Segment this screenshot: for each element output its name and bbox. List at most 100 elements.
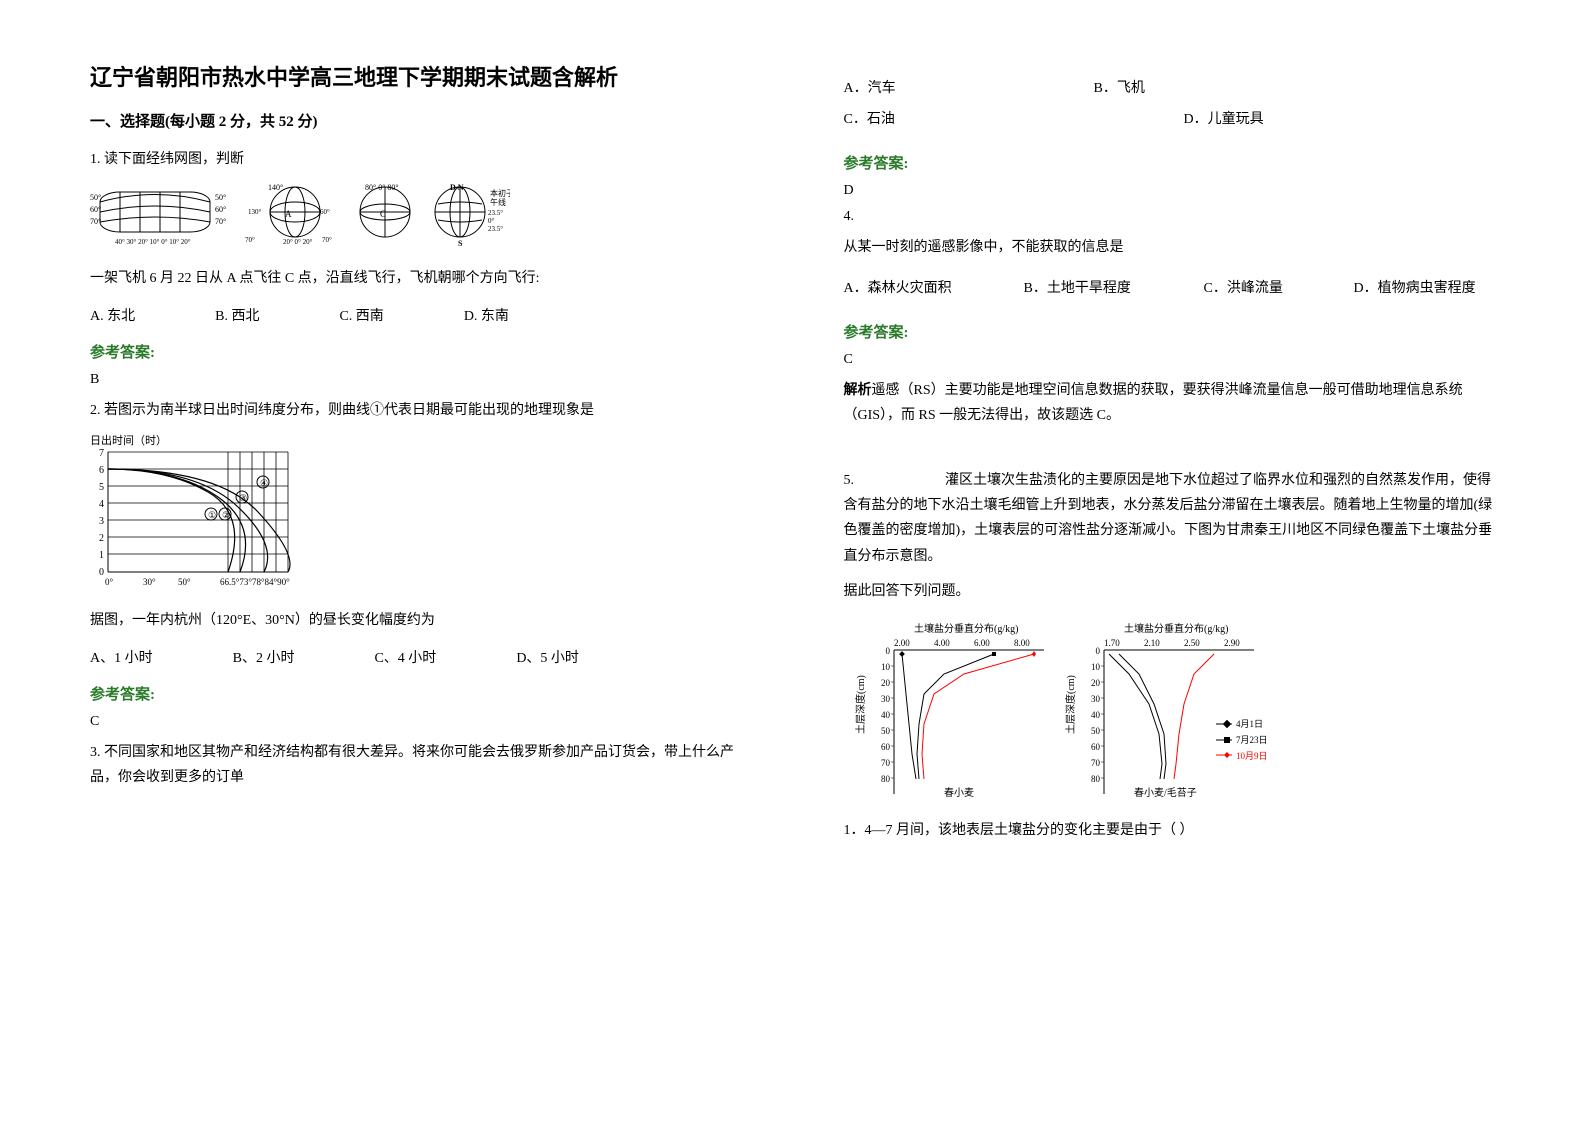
svg-text:60: 60 xyxy=(1091,742,1101,752)
q5-1: 1．4—7 月间，该地表层土壤盐分的变化主要是由于（ ） xyxy=(844,818,1498,843)
q5-num: 5. xyxy=(844,473,855,488)
q1-answer: B xyxy=(90,372,744,388)
svg-text:60: 60 xyxy=(881,742,891,752)
svg-text:60°: 60° xyxy=(90,205,101,214)
svg-text:130°: 130° xyxy=(248,208,262,216)
q2-prompt: 2. 若图示为南半球日出时间纬度分布，则曲线①代表日期最可能出现的地理现象是 xyxy=(90,398,744,423)
q3-prompt: 3. 不同国家和地区其物产和经济结构都有很大差异。将来你可能会去俄罗斯参加产品订… xyxy=(90,740,744,790)
svg-text:23.5°: 23.5° xyxy=(488,209,503,217)
q5-chart: 土壤盐分垂直分布(g/kg) 2.004.00 6.008.00 01020 3… xyxy=(844,614,1498,804)
svg-text:66.5°73°78°84°90°: 66.5°73°78°84°90° xyxy=(220,577,290,587)
svg-text:2.50: 2.50 xyxy=(1184,638,1200,648)
q2-optC: C、4 小时 xyxy=(374,647,436,667)
svg-text:50: 50 xyxy=(881,726,891,736)
svg-text:20: 20 xyxy=(1091,678,1101,688)
q4-analysis: 解析遥感（RS）主要功能是地理空间信息数据的获取，要获得洪峰流量信息一般可借助地… xyxy=(844,378,1498,428)
q3-answer-label: 参考答案: xyxy=(844,152,1498,173)
svg-text:6.00: 6.00 xyxy=(974,638,990,648)
svg-text:40: 40 xyxy=(1091,710,1101,720)
q3-optD: D．儿童玩具 xyxy=(1184,105,1384,136)
analysis-label: 解析 xyxy=(844,383,872,398)
svg-text:6: 6 xyxy=(99,465,104,476)
svg-text:②: ② xyxy=(222,510,230,520)
q2-answer: C xyxy=(90,714,744,730)
svg-text:2.10: 2.10 xyxy=(1144,638,1160,648)
svg-text:20° 0° 20°: 20° 0° 20° xyxy=(283,238,313,246)
svg-text:70°: 70° xyxy=(215,217,226,226)
q2-options: A、1 小时 B、2 小时 C、4 小时 D、5 小时 xyxy=(90,647,744,667)
svg-text:春小麦: 春小麦 xyxy=(944,787,974,799)
svg-text:土层深度(cm): 土层深度(cm) xyxy=(854,675,867,734)
q3-optB: B．飞机 xyxy=(1094,74,1264,105)
q1-answer-label: 参考答案: xyxy=(90,341,744,362)
q3-options: A．汽车 B．飞机 C．石油 D．儿童玩具 xyxy=(844,74,1498,136)
svg-text:40° 30° 20° 10° 0° 10° 20°: 40° 30° 20° 10° 0° 10° 20° xyxy=(115,238,191,246)
section-header: 一、选择题(每小题 2 分，共 52 分) xyxy=(90,110,744,131)
q5-intro-text: 灌区土壤次生盐渍化的主要原因是地下水位超过了临界水位和强烈的自然蒸发作用，使得含… xyxy=(844,473,1493,564)
svg-text:70°: 70° xyxy=(322,236,332,244)
right-column: A．汽车 B．飞机 C．石油 D．儿童玩具 参考答案: D 4. 从某一时刻的遥… xyxy=(844,60,1498,853)
svg-text:10月9日: 10月9日 xyxy=(1236,751,1268,761)
svg-text:30: 30 xyxy=(881,694,891,704)
svg-text:4月1日: 4月1日 xyxy=(1236,719,1263,729)
svg-text:0°: 0° xyxy=(105,577,114,587)
q4-answer-label: 参考答案: xyxy=(844,321,1498,342)
svg-text:④: ④ xyxy=(260,478,268,488)
svg-text:70: 70 xyxy=(1091,758,1101,768)
svg-text:80: 80 xyxy=(881,774,891,784)
q1-optA: A. 东北 xyxy=(90,305,135,325)
q4-options: A．森林火灾面积 B．土地干旱程度 C．洪峰流量 D．植物病虫害程度 xyxy=(844,274,1498,305)
svg-text:本初子: 本初子 xyxy=(490,188,510,198)
svg-text:8.00: 8.00 xyxy=(1014,638,1030,648)
q1-optB: B. 西北 xyxy=(215,305,259,325)
q1-prompt: 1. 读下面经纬网图，判断 xyxy=(90,147,744,172)
q2-chart: 日出时间（时） xyxy=(90,434,744,594)
svg-text:4: 4 xyxy=(99,499,104,510)
svg-text:30: 30 xyxy=(1091,694,1101,704)
svg-text:午线: 午线 xyxy=(490,197,506,207)
svg-text:0: 0 xyxy=(1095,646,1100,656)
q1-options: A. 东北 B. 西北 C. 西南 D. 东南 xyxy=(90,305,744,325)
q2-sub: 据图，一年内杭州（120°E、30°N）的昼长变化幅度约为 xyxy=(90,608,744,633)
q2-chart-title: 日出时间（时） xyxy=(90,434,167,447)
q4-optD: D．植物病虫害程度 xyxy=(1354,274,1476,305)
svg-text:春小麦/毛苔子: 春小麦/毛苔子 xyxy=(1134,786,1197,799)
q4-answer: C xyxy=(844,352,1498,368)
q3-answer: D xyxy=(844,183,1498,199)
q4-optC: C．洪峰流量 xyxy=(1204,274,1324,305)
q2-optD: D、5 小时 xyxy=(516,647,579,667)
q3-optA: A．汽车 xyxy=(844,74,1014,105)
svg-text:2.90: 2.90 xyxy=(1224,638,1240,648)
svg-text:0°: 0° xyxy=(488,217,495,225)
svg-text:10: 10 xyxy=(881,662,891,672)
svg-text:3: 3 xyxy=(99,516,104,527)
svg-text:70°: 70° xyxy=(90,217,101,226)
svg-text:2: 2 xyxy=(99,533,104,544)
left-column: 辽宁省朝阳市热水中学高三地理下学期期末试题含解析 一、选择题(每小题 2 分，共… xyxy=(90,60,744,853)
svg-text:60°: 60° xyxy=(320,208,330,216)
svg-text:40: 40 xyxy=(881,710,891,720)
svg-text:5: 5 xyxy=(99,482,104,493)
svg-text:50: 50 xyxy=(1091,726,1101,736)
svg-text:土壤盐分垂直分布(g/kg): 土壤盐分垂直分布(g/kg) xyxy=(914,622,1018,635)
q5-intro: 5. 灌区土壤次生盐渍化的主要原因是地下水位超过了临界水位和强烈的自然蒸发作用，… xyxy=(844,468,1498,569)
svg-text:20: 20 xyxy=(881,678,891,688)
svg-text:2.00: 2.00 xyxy=(894,638,910,648)
svg-text:80° 0° 80°: 80° 0° 80° xyxy=(365,183,399,192)
svg-text:7月23日: 7月23日 xyxy=(1236,735,1268,745)
q4-num: 4. xyxy=(844,209,1498,225)
q3-optC: C．石油 xyxy=(844,105,1014,136)
svg-text:50°: 50° xyxy=(215,193,226,202)
svg-text:①: ① xyxy=(208,510,216,520)
svg-text:1.70: 1.70 xyxy=(1104,638,1120,648)
q2-answer-label: 参考答案: xyxy=(90,683,744,704)
q1-optC: C. 西南 xyxy=(339,305,383,325)
svg-text:70: 70 xyxy=(881,758,891,768)
q4-optB: B．土地干旱程度 xyxy=(1024,274,1174,305)
q4-analysis-text: 遥感（RS）主要功能是地理空间信息数据的获取，要获得洪峰流量信息一般可借助地理信… xyxy=(844,383,1463,423)
q4-prompt: 从某一时刻的遥感影像中，不能获取的信息是 xyxy=(844,235,1498,260)
svg-text:50°: 50° xyxy=(178,577,191,587)
svg-text:③: ③ xyxy=(239,493,247,503)
svg-text:土层深度(cm): 土层深度(cm) xyxy=(1064,675,1077,734)
svg-text:S: S xyxy=(458,239,463,248)
